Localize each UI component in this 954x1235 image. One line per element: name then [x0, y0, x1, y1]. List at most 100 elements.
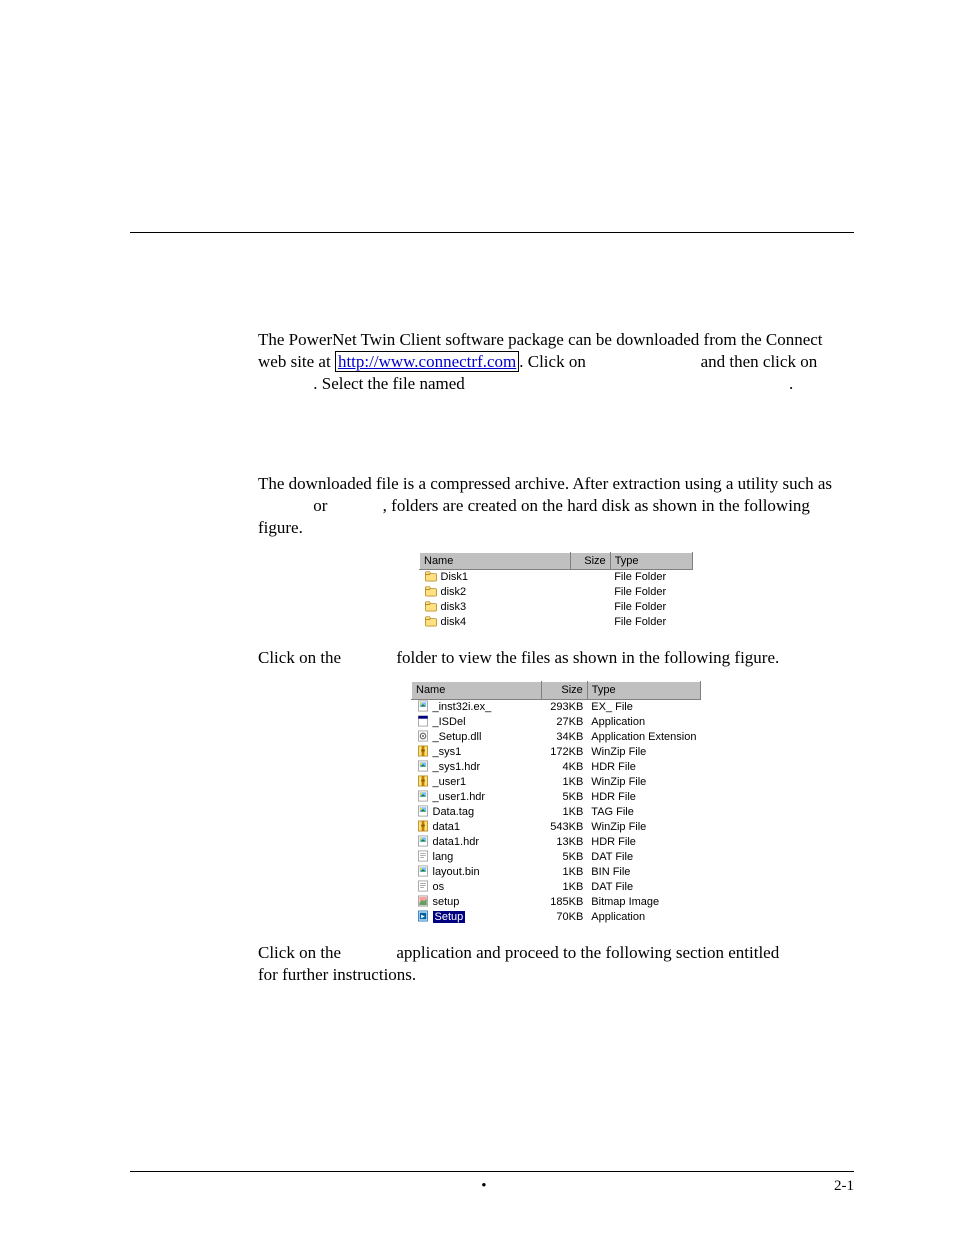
- cell-size: 27KB: [542, 714, 588, 729]
- cell-size: [570, 584, 610, 599]
- cell-type: Bitmap Image: [587, 894, 700, 909]
- paragraph-download: The PowerNet Twin Client software packag…: [258, 329, 854, 395]
- paragraph-click-disk1: Click on the folder to view the files as…: [258, 647, 854, 669]
- text: . Select the file named: [313, 374, 469, 393]
- table-row[interactable]: Disk1 File Folder: [420, 569, 693, 584]
- table-row[interactable]: _ISDel27KBApplication: [412, 714, 701, 729]
- cell-type: DAT File: [587, 849, 700, 864]
- link-connectrf[interactable]: http://www.connectrf.com: [335, 351, 519, 372]
- table-row[interactable]: data1543KBWinZip File: [412, 819, 701, 834]
- cell-size: 1KB: [542, 774, 588, 789]
- table-row[interactable]: disk2File Folder: [420, 584, 693, 599]
- cell-size: 34KB: [542, 729, 588, 744]
- table-row[interactable]: disk3 File Folder: [420, 599, 693, 614]
- cell-type: WinZip File: [587, 819, 700, 834]
- paragraph-extract: The downloaded file is a compressed arch…: [258, 473, 854, 539]
- blank: [345, 943, 392, 962]
- cell-name: _user1.hdr: [412, 789, 542, 804]
- cell-type: Application Extension: [587, 729, 700, 744]
- cell-size: [570, 569, 610, 584]
- cell-type: EX_ File: [587, 699, 700, 714]
- cell-type: HDR File: [587, 834, 700, 849]
- col-header-name[interactable]: Name: [420, 552, 571, 569]
- cell-name: _sys1.hdr: [412, 759, 542, 774]
- paragraph-click-setup: Click on the application and proceed to …: [258, 942, 854, 986]
- table-header-row: Name Size Type: [412, 682, 701, 699]
- col-header-type[interactable]: Type: [610, 552, 692, 569]
- text: . Click on: [519, 352, 590, 371]
- text: .: [789, 374, 793, 393]
- table-row[interactable]: _sys1.hdr4KBHDR File: [412, 759, 701, 774]
- cell-name: _sys1: [412, 744, 542, 759]
- cell-name: data1: [412, 819, 542, 834]
- cell-type: WinZip File: [587, 744, 700, 759]
- cell-type: BIN File: [587, 864, 700, 879]
- cell-name: Data.tag: [412, 804, 542, 819]
- blank: [332, 496, 383, 515]
- text: and then click on: [696, 352, 817, 371]
- text: Click on the: [258, 648, 345, 667]
- cell-name: lang: [412, 849, 542, 864]
- table-row[interactable]: disk4File Folder: [420, 614, 693, 629]
- blank: [258, 374, 313, 393]
- cell-size: 1KB: [542, 864, 588, 879]
- text: Click on the: [258, 943, 345, 962]
- page-number: 2-1: [834, 1178, 854, 1195]
- table-row[interactable]: layout.bin1KBBIN File: [412, 864, 701, 879]
- cell-type: DAT File: [587, 879, 700, 894]
- blank: [345, 648, 392, 667]
- cell-size: 13KB: [542, 834, 588, 849]
- page-footer: • 2-1: [130, 1171, 854, 1195]
- table-header-row: Name Size Type: [420, 552, 693, 569]
- table-row[interactable]: Data.tag1KBTAG File: [412, 804, 701, 819]
- cell-type: WinZip File: [587, 774, 700, 789]
- cell-name: disk4: [420, 614, 571, 629]
- cell-size: 172KB: [542, 744, 588, 759]
- cell-name: disk3: [420, 599, 571, 614]
- table-row[interactable]: _inst32i.ex_293KBEX_ File: [412, 699, 701, 714]
- cell-size: 185KB: [542, 894, 588, 909]
- cell-name: setup: [412, 894, 542, 909]
- cell-name: Disk1: [420, 569, 571, 584]
- cell-type: File Folder: [610, 599, 692, 614]
- table-row[interactable]: _user1.hdr5KBHDR File: [412, 789, 701, 804]
- col-header-type[interactable]: Type: [587, 682, 700, 699]
- cell-name: layout.bin: [412, 864, 542, 879]
- table-files: Name Size Type _inst32i.ex_293KBEX_ File…: [411, 681, 701, 924]
- cell-size: 1KB: [542, 804, 588, 819]
- table-row[interactable]: os1KBDAT File: [412, 879, 701, 894]
- table1-body: Disk1 File Folderdisk2File Folderdisk3 Fil…: [420, 569, 693, 629]
- cell-type: File Folder: [610, 569, 692, 584]
- text: for further instructions.: [258, 965, 416, 984]
- cell-type: HDR File: [587, 759, 700, 774]
- table-row[interactable]: _sys1172KBWinZip File: [412, 744, 701, 759]
- table-row[interactable]: setup185KBBitmap Image: [412, 894, 701, 909]
- col-header-size[interactable]: Size: [570, 552, 610, 569]
- text: or: [309, 496, 332, 515]
- cell-size: 293KB: [542, 699, 588, 714]
- cell-type: HDR File: [587, 789, 700, 804]
- table-row[interactable]: lang5KBDAT File: [412, 849, 701, 864]
- col-header-name[interactable]: Name: [412, 682, 542, 699]
- cell-size: 5KB: [542, 849, 588, 864]
- cell-name: _user1: [412, 774, 542, 789]
- table-row[interactable]: _user11KBWinZip File: [412, 774, 701, 789]
- text: The downloaded file is a compressed arch…: [258, 474, 832, 493]
- blank: [258, 496, 309, 515]
- cell-size: 70KB: [542, 909, 588, 924]
- cell-name: Setup: [412, 909, 542, 924]
- col-header-size[interactable]: Size: [542, 682, 588, 699]
- cell-name: _Setup.dll: [412, 729, 542, 744]
- cell-type: Application: [587, 909, 700, 924]
- table-folders: Name Size Type Disk1 File Folderdisk2File…: [419, 552, 693, 630]
- cell-size: 1KB: [542, 879, 588, 894]
- text: folder to view the files as shown in the…: [392, 648, 779, 667]
- cell-name: _ISDel: [412, 714, 542, 729]
- table-row[interactable]: _Setup.dll34KBApplication Extension: [412, 729, 701, 744]
- cell-type: File Folder: [610, 584, 692, 599]
- cell-size: [570, 614, 610, 629]
- table-row[interactable]: Setup70KBApplication: [412, 909, 701, 924]
- table-row[interactable]: data1.hdr13KBHDR File: [412, 834, 701, 849]
- cell-name: os: [412, 879, 542, 894]
- table2-body: _inst32i.ex_293KBEX_ File_ISDel27KBAppli…: [412, 699, 701, 924]
